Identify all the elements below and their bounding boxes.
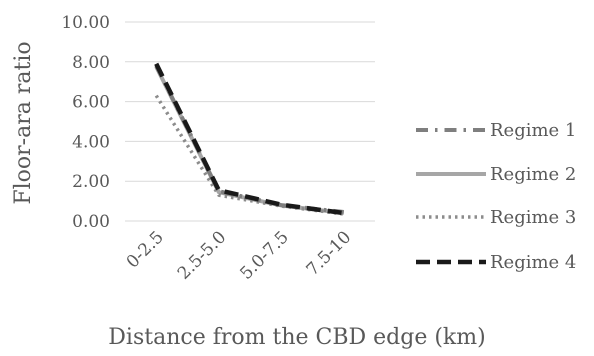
legend-label-4: Regime 4 [490,252,576,273]
legend-label-1: Regime 1 [490,120,576,141]
x-tick-label-1: 2.5-5.0 [174,227,230,283]
y-tick-label-1: 2.00 [72,172,110,192]
series-lines [154,62,345,216]
series-line-regime-1 [154,64,344,215]
y-tick-label-0: 0.00 [72,212,110,232]
legend-label-3: Regime 3 [490,207,576,228]
legend: Regime 1 Regime 2 Regime 3 Regime 4 [416,120,576,273]
y-axis-ticks: 0.00 2.00 4.00 6.00 8.00 10.00 [61,13,110,232]
series-line-regime-3 [154,94,344,216]
x-axis-title: Distance from the CBD edge (km) [108,325,485,350]
y-axis-title: Floor-ara ratio [11,41,36,204]
x-axis-ticks: 0-2.5 2.5-5.0 5.0-7.5 7.5-10 [123,227,355,283]
x-tick-label-2: 5.0-7.5 [236,227,292,283]
gridlines [125,21,375,222]
legend-label-2: Regime 2 [490,164,576,185]
series-line-regime-4 [154,62,345,216]
y-tick-label-5: 10.00 [61,13,110,33]
y-tick-label-2: 4.00 [72,132,110,152]
x-tick-label-3: 7.5-10 [303,227,356,280]
y-tick-label-4: 8.00 [72,53,110,73]
y-tick-label-3: 6.00 [72,93,110,113]
x-tick-label-0: 0-2.5 [123,227,168,272]
